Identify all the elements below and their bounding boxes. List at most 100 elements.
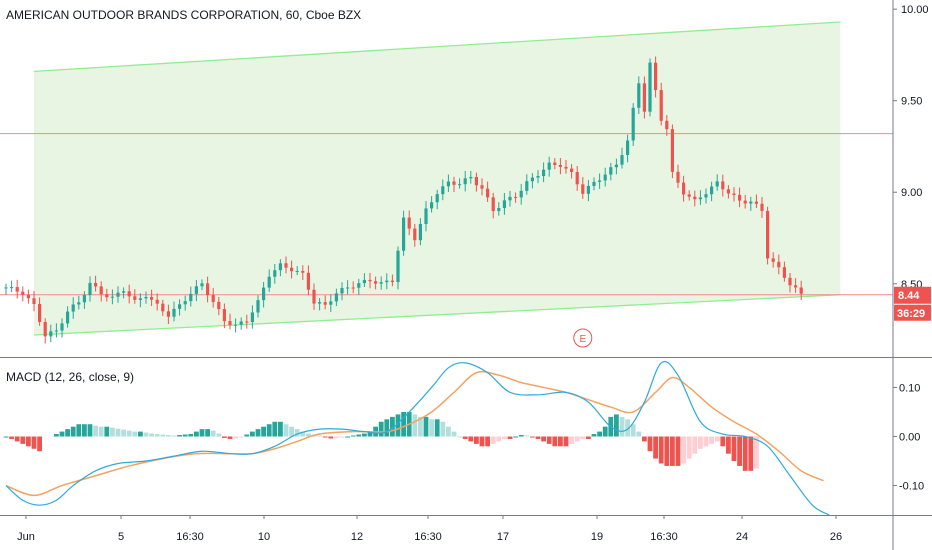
macd-histogram-bar[interactable]: [507, 436, 513, 439]
candle[interactable]: [127, 291, 131, 297]
macd-histogram-bar[interactable]: [294, 429, 300, 437]
candle[interactable]: [480, 185, 484, 189]
macd-histogram-bar[interactable]: [93, 425, 98, 437]
candle[interactable]: [301, 270, 305, 273]
candle[interactable]: [721, 181, 725, 190]
candle[interactable]: [189, 293, 193, 302]
candle[interactable]: [88, 282, 92, 296]
candle[interactable]: [200, 283, 204, 287]
macd-histogram-bar[interactable]: [698, 436, 703, 449]
candle[interactable]: [508, 196, 512, 201]
candle[interactable]: [407, 217, 411, 229]
macd-histogram-bar[interactable]: [160, 434, 166, 437]
macd-histogram-bar[interactable]: [518, 435, 524, 437]
candle[interactable]: [206, 283, 210, 296]
macd-histogram-bar[interactable]: [630, 424, 636, 437]
candle[interactable]: [766, 210, 770, 259]
candle[interactable]: [77, 302, 81, 305]
macd-histogram-bar[interactable]: [457, 436, 462, 438]
candle[interactable]: [726, 189, 730, 194]
macd-line[interactable]: [5, 360, 830, 516]
candle[interactable]: [570, 168, 574, 172]
candle[interactable]: [71, 304, 75, 312]
candle[interactable]: [754, 201, 758, 204]
channel-upper-line[interactable]: [33, 21, 841, 73]
candle[interactable]: [245, 321, 249, 323]
candle[interactable]: [536, 176, 540, 178]
macd-histogram-bar[interactable]: [171, 435, 177, 437]
macd-histogram-bar[interactable]: [9, 436, 14, 439]
macd-histogram-bar[interactable]: [619, 416, 625, 437]
candle[interactable]: [659, 90, 663, 121]
candle[interactable]: [530, 177, 534, 182]
candle[interactable]: [334, 293, 338, 302]
candle[interactable]: [94, 282, 98, 287]
macd-histogram-bar[interactable]: [586, 436, 591, 439]
candle[interactable]: [194, 286, 198, 294]
candle[interactable]: [368, 279, 372, 282]
macd-histogram-bar[interactable]: [26, 436, 31, 447]
macd-histogram-bar[interactable]: [367, 431, 373, 437]
macd-histogram-bar[interactable]: [132, 431, 138, 437]
macd-histogram-bar[interactable]: [205, 429, 210, 437]
candle[interactable]: [340, 287, 344, 294]
macd-histogram-bar[interactable]: [283, 424, 289, 437]
macd-histogram-bar[interactable]: [591, 434, 597, 437]
candle[interactable]: [452, 181, 456, 185]
macd-histogram-bar[interactable]: [37, 436, 42, 452]
macd-histogram-bar[interactable]: [502, 436, 507, 439]
macd-histogram-bar[interactable]: [115, 428, 121, 437]
macd-histogram-bar[interactable]: [233, 436, 238, 439]
macd-histogram-bar[interactable]: [479, 436, 485, 447]
candle[interactable]: [155, 299, 159, 304]
macd-histogram-bar[interactable]: [748, 436, 754, 471]
macd-histogram-bar[interactable]: [289, 426, 294, 437]
candle[interactable]: [161, 303, 165, 312]
candle[interactable]: [318, 302, 322, 304]
macd-histogram-bar[interactable]: [434, 419, 440, 437]
candle[interactable]: [374, 281, 378, 284]
price-pane[interactable]: E: [0, 21, 893, 348]
macd-histogram-bar[interactable]: [552, 436, 558, 447]
candle[interactable]: [441, 186, 445, 195]
macd-histogram-bar[interactable]: [266, 424, 272, 437]
candle[interactable]: [166, 311, 170, 317]
candle[interactable]: [4, 287, 8, 289]
candle[interactable]: [738, 194, 742, 201]
macd-histogram-bar[interactable]: [490, 436, 496, 444]
candle[interactable]: [105, 294, 109, 298]
macd-histogram-bar[interactable]: [322, 436, 328, 438]
candle[interactable]: [346, 287, 350, 289]
macd-histogram-bar[interactable]: [238, 436, 244, 438]
macd-histogram-bar[interactable]: [446, 426, 451, 437]
candle[interactable]: [396, 250, 400, 283]
candle[interactable]: [239, 321, 243, 325]
macd-histogram-bar[interactable]: [390, 416, 395, 437]
candle[interactable]: [66, 311, 70, 324]
candle[interactable]: [626, 140, 630, 156]
macd-histogram-bar[interactable]: [653, 436, 658, 459]
candle[interactable]: [502, 200, 506, 209]
macd-histogram-bar[interactable]: [65, 429, 70, 437]
candle[interactable]: [178, 304, 182, 309]
candle[interactable]: [144, 296, 148, 299]
macd-histogram-bar[interactable]: [334, 436, 339, 438]
macd-histogram-bar[interactable]: [182, 434, 188, 437]
candle[interactable]: [110, 296, 114, 298]
candle[interactable]: [609, 167, 613, 175]
candle[interactable]: [217, 301, 221, 310]
macd-histogram-bar[interactable]: [104, 426, 110, 437]
macd-histogram-bar[interactable]: [429, 419, 434, 437]
candle[interactable]: [558, 164, 562, 167]
macd-histogram-bar[interactable]: [395, 414, 401, 437]
macd-histogram-bar[interactable]: [614, 414, 619, 437]
macd-histogram-bar[interactable]: [401, 411, 406, 437]
candle[interactable]: [670, 129, 674, 172]
macd-histogram-bar[interactable]: [647, 436, 653, 452]
macd-histogram-bar[interactable]: [76, 424, 82, 437]
candle[interactable]: [642, 83, 646, 112]
candle[interactable]: [782, 267, 786, 278]
candle[interactable]: [150, 296, 154, 300]
macd-histogram-bar[interactable]: [412, 414, 418, 437]
